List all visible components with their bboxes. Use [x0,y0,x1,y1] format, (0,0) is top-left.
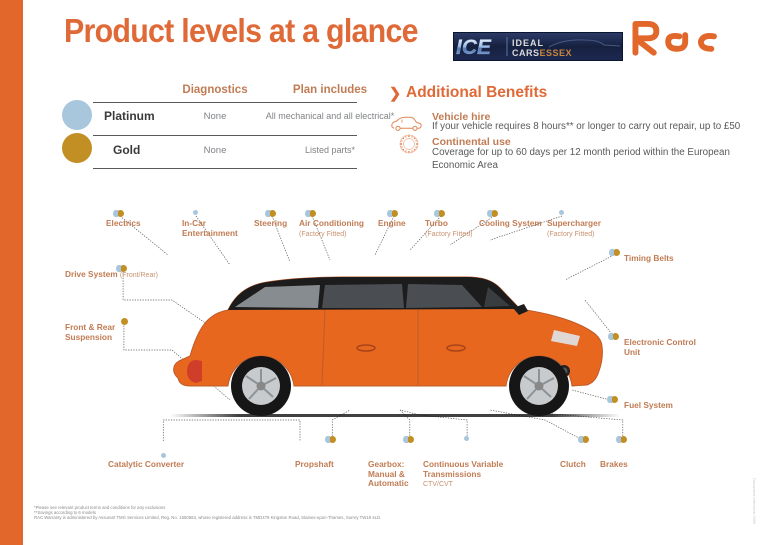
svg-text:CARSESSEX: CARSESSEX [512,48,572,58]
svg-text:IDEAL: IDEAL [512,38,544,48]
svg-text:ICE: ICE [456,36,492,59]
